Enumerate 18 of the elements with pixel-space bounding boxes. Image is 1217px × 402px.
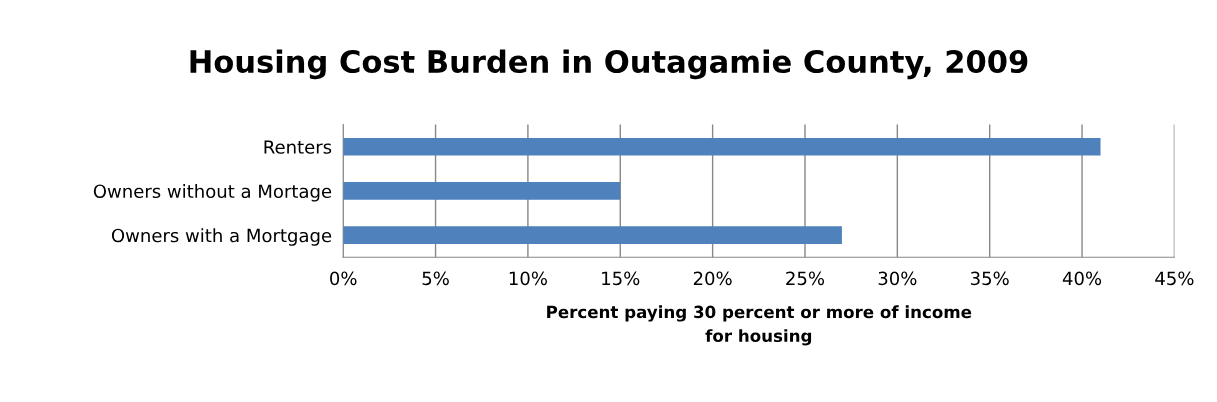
y-tick-label: Owners without a Mortage: [93, 184, 332, 202]
chart-title: Housing Cost Burden in Outagamie County, 2009: [190, 49, 1028, 80]
x-tick-label: 45%: [1155, 271, 1194, 286]
x-tick-label: 10%: [509, 271, 547, 286]
x-tick-label: 15%: [602, 271, 640, 286]
x-axis-title: Percent paying 30 percent or more of income for housing: [547, 305, 972, 346]
bar: [343, 137, 1101, 156]
x-tick-label: 35%: [971, 271, 1009, 286]
x-tick-label: 20%: [693, 271, 732, 286]
x-tick-label: 5%: [422, 271, 449, 286]
y-tick-label: Owners with a Mortgage: [111, 228, 332, 246]
bar: [343, 182, 621, 200]
x-tick-label: 25%: [786, 271, 825, 286]
x-tick-label: 40%: [1062, 271, 1102, 286]
x-tick-label: 0%: [330, 271, 357, 286]
x-tick-label: 30%: [878, 271, 917, 286]
y-tick-label: Renters: [264, 140, 332, 154]
bar: [343, 226, 842, 245]
